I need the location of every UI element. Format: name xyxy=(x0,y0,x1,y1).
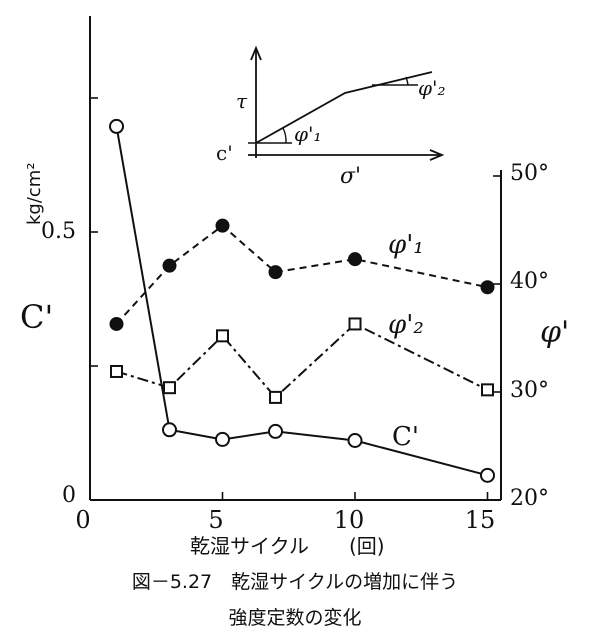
series-label-phi2: φ'₂ xyxy=(388,310,424,340)
left-tick-label: 0.5 xyxy=(41,219,76,244)
data-point-phi2 xyxy=(110,364,123,378)
right-tick-label: 20° xyxy=(510,486,549,511)
series-layer xyxy=(109,118,495,483)
caption-line-1: 図－5.27 乾湿サイクルの増加に伴う xyxy=(132,571,458,593)
inset-phi2-label: φ'₂ xyxy=(418,76,446,100)
data-point-phi1 xyxy=(162,258,177,273)
left-tick-labels: 0 0.5 xyxy=(41,219,76,508)
inset-phi1-label: φ'₁ xyxy=(294,122,322,146)
x-tick-label: 15 xyxy=(465,506,496,534)
right-tick-label: 40° xyxy=(510,269,549,294)
data-point-c xyxy=(109,118,124,134)
caption-line-2: 強度定数の変化 xyxy=(228,607,361,629)
x-tick-label: 0 xyxy=(75,506,90,534)
right-axis-title: φ' xyxy=(540,315,569,350)
data-point-phi1 xyxy=(109,316,124,331)
inset-y-arrowhead xyxy=(250,45,262,61)
x-axis-title: 乾湿サイクル (回) xyxy=(190,534,385,558)
x-tick-label: 5 xyxy=(208,506,223,534)
inset-x-arrowhead xyxy=(429,149,445,161)
series-label-c: C' xyxy=(392,422,419,452)
data-point-phi2 xyxy=(216,329,229,343)
series-line-phi1 xyxy=(115,224,488,325)
inset-angle-arc-1 xyxy=(282,127,287,144)
inset-sigma-label: σ' xyxy=(340,164,361,189)
left-tick-label: 0 xyxy=(62,483,76,508)
left-axis-title: C' xyxy=(20,298,53,336)
right-tick-label: 30° xyxy=(510,378,549,403)
data-point-phi1 xyxy=(348,252,362,267)
series-label-phi1: φ'₁ xyxy=(388,230,424,260)
x-tick-label: 10 xyxy=(334,506,365,534)
data-point-phi1 xyxy=(215,218,230,233)
data-point-phi2 xyxy=(348,317,362,331)
inset-envelope xyxy=(255,71,433,144)
data-point-phi1 xyxy=(480,280,495,295)
right-tick-labels: 20° 30° 40° 50° xyxy=(510,161,549,511)
data-point-c xyxy=(268,423,283,439)
series-line-c xyxy=(115,126,488,477)
data-point-phi2 xyxy=(481,383,494,397)
inset-tau-label: τ xyxy=(236,89,248,113)
data-point-phi2 xyxy=(163,381,176,395)
right-tick-label: 50° xyxy=(510,161,549,186)
x-tick-labels: 0 5 10 15 xyxy=(75,506,495,534)
data-point-phi2 xyxy=(269,390,282,404)
axis-ticks xyxy=(89,97,501,500)
data-point-phi1 xyxy=(268,265,283,280)
data-point-c xyxy=(480,467,495,483)
left-axis-unit: kg/cm² xyxy=(24,162,45,225)
inset-c-label: c' xyxy=(216,141,233,165)
data-point-c xyxy=(162,422,177,438)
inset-angle-arc-2 xyxy=(405,76,409,86)
data-point-c xyxy=(215,431,230,447)
inset-diagram xyxy=(248,45,445,161)
data-point-c xyxy=(347,433,363,449)
axes xyxy=(89,16,502,501)
